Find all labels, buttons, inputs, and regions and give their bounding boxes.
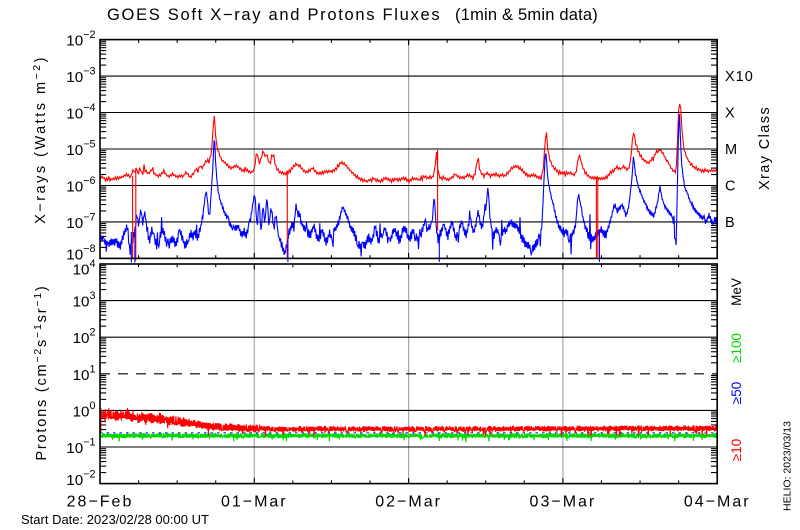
svg-text:≥10: ≥10 [729,439,744,461]
svg-text:Protons (cm−2s−1sr−1): Protons (cm−2s−1sr−1) [32,284,50,460]
svg-text:HELIO: 2023/03/13: HELIO: 2023/03/13 [782,421,794,511]
svg-text:03−Mar: 03−Mar [530,494,597,511]
svg-text:MeV: MeV [729,278,744,306]
svg-text:01−Mar: 01−Mar [221,494,288,511]
svg-text:04−Mar: 04−Mar [684,494,751,511]
svg-text:≥100: ≥100 [729,333,744,363]
svg-text:X: X [725,106,736,122]
svg-text:B: B [725,215,736,231]
svg-text:GOES Soft X−ray and Protons Fl: GOES Soft X−ray and Protons Fluxes [107,6,441,24]
svg-text:Start Date: 2023/02/28 00:00 U: Start Date: 2023/02/28 00:00 UT [21,512,209,527]
svg-text:X−rays (Watts m−2): X−rays (Watts m−2) [31,55,49,224]
svg-text:Xray Class: Xray Class [757,106,773,190]
svg-text:C: C [725,179,736,195]
svg-text:M: M [725,142,738,158]
svg-text:X10: X10 [725,69,754,85]
svg-text:28−Feb: 28−Feb [67,494,134,511]
svg-text:02−Mar: 02−Mar [375,494,442,511]
svg-text:(1min & 5min data): (1min & 5min data) [455,6,598,24]
svg-text:≥50: ≥50 [729,382,744,404]
